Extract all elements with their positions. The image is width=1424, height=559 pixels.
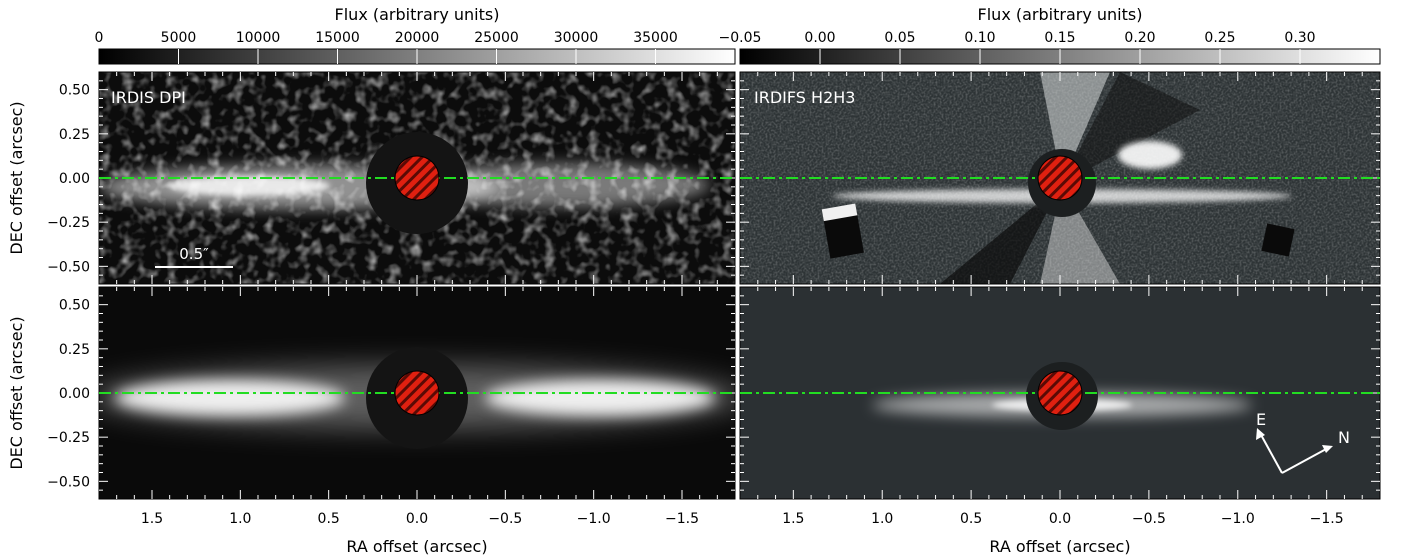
x-tick-label: 1.5 [141,511,163,527]
x-tick-label: 0.0 [406,511,428,527]
colorbar-right-label: Flux (arbitrary units) [978,5,1143,24]
compass-east-arrow-icon [1256,428,1265,440]
scale-bar-label: 0.5″ [179,245,209,263]
coronagraph-mask-icon [394,155,440,201]
colorbar-left-label: Flux (arbitrary units) [335,5,500,24]
y-tick-label: 0.25 [59,342,90,358]
coronagraph-mask-icon [394,370,440,416]
colorbar-tick-label: 0.20 [1124,30,1155,46]
x-tick-label: −1.5 [665,511,699,527]
coronagraph-mask-icon [1037,370,1083,416]
compass-east-label: E [1256,410,1266,429]
colorbar-tick-label: 20000 [395,30,440,46]
colorbar-right: Flux (arbitrary units) −0.05 0.00 0.05 0.10… [719,5,1381,65]
scale-bar: 0.5″ [155,245,233,268]
x-tick-label: 1.5 [782,511,804,527]
colorbar-tick-label: 35000 [633,30,678,46]
colorbar-tick-label: 0.15 [1044,30,1075,46]
tick-marks [99,72,1380,499]
compass: E N [1256,410,1350,474]
y-tick-label: −0.25 [47,215,90,231]
x-tick-label: 0.0 [1049,511,1071,527]
midplane-lines [99,177,1380,394]
y-tick-label: 0.25 [59,127,90,143]
x-tick-label: −1.0 [577,511,611,527]
panel-label-irdifs-h2h3: IRDIFS H2H3 [754,88,855,107]
y-tick-label: 0.00 [59,386,90,402]
colorbar-tick-label: 0 [95,30,104,46]
x-tick-label: 0.5 [318,511,340,527]
x-tick-label: 0.5 [960,511,982,527]
x-tick-label: −1.5 [1310,511,1344,527]
y-tick-label: 0.00 [59,171,90,187]
x-tick-label: 1.0 [229,511,251,527]
colorbar-tick-label: 0.10 [964,30,995,46]
x-tick-label: −0.5 [488,511,522,527]
y-tick-label: 0.50 [59,298,90,314]
colorbar-tick-label: 10000 [236,30,281,46]
colorbar-tick-label: 0.30 [1284,30,1315,46]
y-axis-label-top: DEC offset (arcsec) [7,101,26,254]
colorbar-tick-label: −0.05 [719,30,762,46]
colorbar-tick-label: 0.00 [804,30,835,46]
colorbar-tick-label: 15000 [315,30,360,46]
colorbar-left: Flux (arbitrary units) 0 5000 10000 15000 20… [95,5,736,65]
x-tick-label: −0.5 [1132,511,1166,527]
y-tick-label: −0.50 [47,474,90,490]
y-tick-label: −0.50 [47,259,90,275]
coronagraph-masks [394,155,1083,416]
colorbar-tick-label: 0.25 [1204,30,1235,46]
x-tick-label: 1.0 [871,511,893,527]
colorbar-tick-label: 25000 [474,30,519,46]
compass-north-arrow-icon [1322,445,1333,453]
y-axis-label-bottom: DEC offset (arcsec) [7,316,26,469]
y-tick-label: 0.50 [59,83,90,99]
x-axis-label-right: RA offset (arcsec) [989,537,1130,556]
x-tick-label: −1.0 [1221,511,1255,527]
x-axis-label-left: RA offset (arcsec) [346,537,487,556]
coronagraph-mask-icon [1037,155,1083,201]
panel-label-irdis-dpi: IRDIS DPI [111,88,186,107]
colorbar-tick-label: 5000 [161,30,197,46]
compass-north-label: N [1338,428,1350,447]
colorbar-tick-label: 30000 [554,30,599,46]
colorbar-tick-label: 0.05 [884,30,915,46]
y-tick-label: −0.25 [47,430,90,446]
